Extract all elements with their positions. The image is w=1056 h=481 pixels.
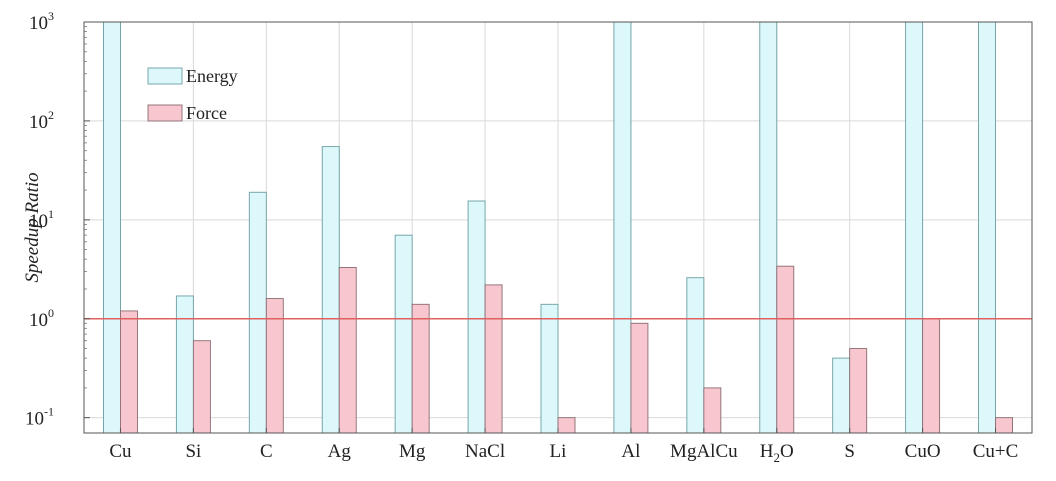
energy-bar [759,21,778,434]
force-bar [922,318,941,434]
force-bar [849,348,868,434]
x-category-label: C [260,441,273,462]
force-bar [776,265,795,434]
x-category-label: Ag [328,441,352,462]
y-tick-label: 102 [29,108,54,133]
axes: 10-1 100 101 102 103 Speedup Ratio Cu Si C Ag Mg Na… [22,9,1033,465]
y-axis-label: Speedup Ratio [22,172,43,282]
y-tick-label: 103 [29,9,54,34]
x-category-label: Al [621,441,640,462]
force-bar [192,340,211,434]
energy-bar [103,21,121,434]
force-bar [557,417,576,434]
energy-bar [467,200,486,434]
force-bar [338,267,357,434]
force-bar [995,417,1013,434]
force-bar [630,322,649,434]
x-category-label: Si [185,441,201,462]
force-bar [703,387,722,434]
x-category-label: Cu+C [973,441,1019,462]
y-tick-label: 100 [29,306,54,331]
x-category-label: Mg [399,441,426,462]
energy-bar [248,191,267,434]
legend-label-energy: Energy [186,66,238,86]
energy-bar [613,21,632,434]
y-tick-label: 101 [29,207,54,232]
legend-label-force: Force [186,103,227,123]
y-tick-label: 10-1 [25,405,54,430]
x-category-label: Li [550,441,567,462]
force-bar [120,310,138,434]
x-category-label: S [844,441,855,462]
legend-swatch-force [147,104,183,122]
energy-bar [978,21,996,434]
legend: Energy Force [147,66,238,123]
x-category-label: CuO [905,441,941,462]
legend-swatch-energy [147,67,183,85]
energy-bar [905,21,924,434]
energy-bar [686,277,705,434]
energy-bar [394,234,413,434]
energy-bar [321,146,340,434]
energy-bar [832,357,851,434]
x-category-label: MgAlCu [670,441,738,462]
energy-bar [540,303,559,434]
x-category-label: NaCl [465,441,505,462]
force-bar [411,303,430,434]
energy-bar [175,295,194,434]
x-category-label: H2O [760,441,794,465]
force-bar [484,284,503,434]
x-category-label: Cu [109,441,132,462]
